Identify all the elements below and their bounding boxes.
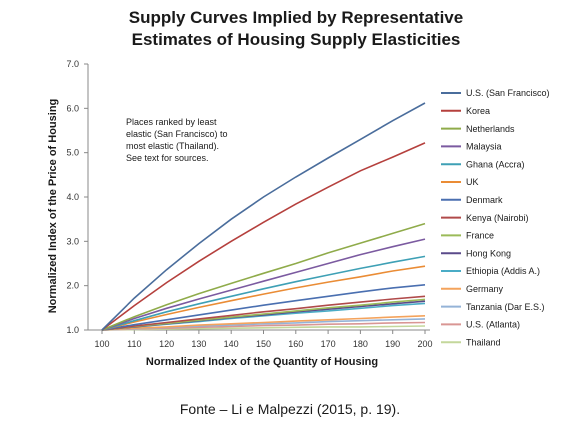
annotation-line: elastic (San Francisco) to [126,129,228,139]
legend-label: Netherlands [466,124,515,134]
legend-item: Thailand [441,337,501,347]
legend-item: Tanzania (Dar E.S.) [441,302,545,312]
y-axis-title: Normalized Index of the Price of Housing [47,99,59,314]
legend-label: Tanzania (Dar E.S.) [466,302,545,312]
series-line [101,284,426,331]
legend-item: Kenya (Nairobi) [441,213,529,223]
series-line [101,255,426,331]
legend-label: Ghana (Accra) [466,159,525,169]
y-tick-label: 3.0 [66,236,79,246]
plot-area: 1.0 2.0 3.0 4.0 5.0 6.0 7.0 100 110 120 130 140 150… [66,59,432,349]
legend-label: Germany [466,284,504,294]
y-tick-label: 4.0 [66,192,79,202]
series-line [101,238,426,331]
legend-label: Korea [466,106,490,116]
x-tick-label: 170 [321,339,336,349]
legend-item: Malaysia [441,142,502,152]
legend-label: U.S. (San Francisco) [466,88,550,98]
x-tick-label: 190 [385,339,400,349]
x-tick-label: 110 [127,339,141,349]
x-tick-label: 160 [288,339,303,349]
y-tick-label: 6.0 [66,103,79,113]
legend-item: U.S. (San Francisco) [441,88,550,98]
series-line [101,265,426,331]
series-line [101,295,426,331]
x-tick-label: 140 [224,339,239,349]
chart-title-line-2: Estimates of Housing Supply Elasticities [132,30,461,49]
x-tick-label: 120 [159,339,174,349]
legend-item: Denmark [441,195,503,205]
series-lines [101,102,426,331]
legend-label: U.S. (Atlanta) [466,320,520,330]
annotation-note: Places ranked by least elastic (San Fran… [126,117,228,163]
y-tick-label: 2.0 [66,281,79,291]
x-axis-title: Normalized Index of the Quantity of Hous… [146,356,378,368]
legend: U.S. (San Francisco) Korea Netherlands Mala… [441,88,550,347]
x-tick-label: 150 [256,339,271,349]
x-ticks: 100 110 120 130 140 150 160 170 180 190 200 [94,330,433,349]
series-line [101,315,426,331]
legend-label: Hong Kong [466,248,511,258]
legend-item: Ghana (Accra) [441,159,525,169]
series-line [101,222,426,331]
legend-item: UK [441,177,479,187]
legend-label: Thailand [466,337,501,347]
legend-item: Korea [441,106,490,116]
series-line [101,142,426,331]
legend-item: France [441,231,494,241]
x-tick-label: 100 [94,339,109,349]
chart-title-line-1: Supply Curves Implied by Representative [129,8,463,27]
annotation-line: most elastic (Thailand). [126,141,219,151]
legend-item: Hong Kong [441,248,511,258]
legend-label: Kenya (Nairobi) [466,213,529,223]
legend-label: UK [466,177,479,187]
legend-label: Denmark [466,195,503,205]
source-caption: Fonte – Li e Malpezzi (2015, p. 19). [180,401,400,417]
legend-item: Germany [441,284,504,294]
y-tick-label: 7.0 [66,59,79,69]
legend-item: Ethiopia (Addis A.) [441,266,540,276]
y-tick-label: 5.0 [66,148,79,158]
legend-label: Malaysia [466,142,502,152]
y-tick-label: 1.0 [66,325,79,335]
legend-item: U.S. (Atlanta) [441,320,520,330]
annotation-line: See text for sources. [126,153,209,163]
x-tick-label: 180 [353,339,368,349]
legend-label: France [466,231,494,241]
series-line [101,102,426,331]
x-tick-label: 130 [191,339,206,349]
x-tick-label: 200 [417,339,432,349]
annotation-line: Places ranked by least [126,117,217,127]
y-ticks: 1.0 2.0 3.0 4.0 5.0 6.0 7.0 [66,59,88,335]
legend-label: Ethiopia (Addis A.) [466,266,540,276]
legend-item: Netherlands [441,124,515,134]
